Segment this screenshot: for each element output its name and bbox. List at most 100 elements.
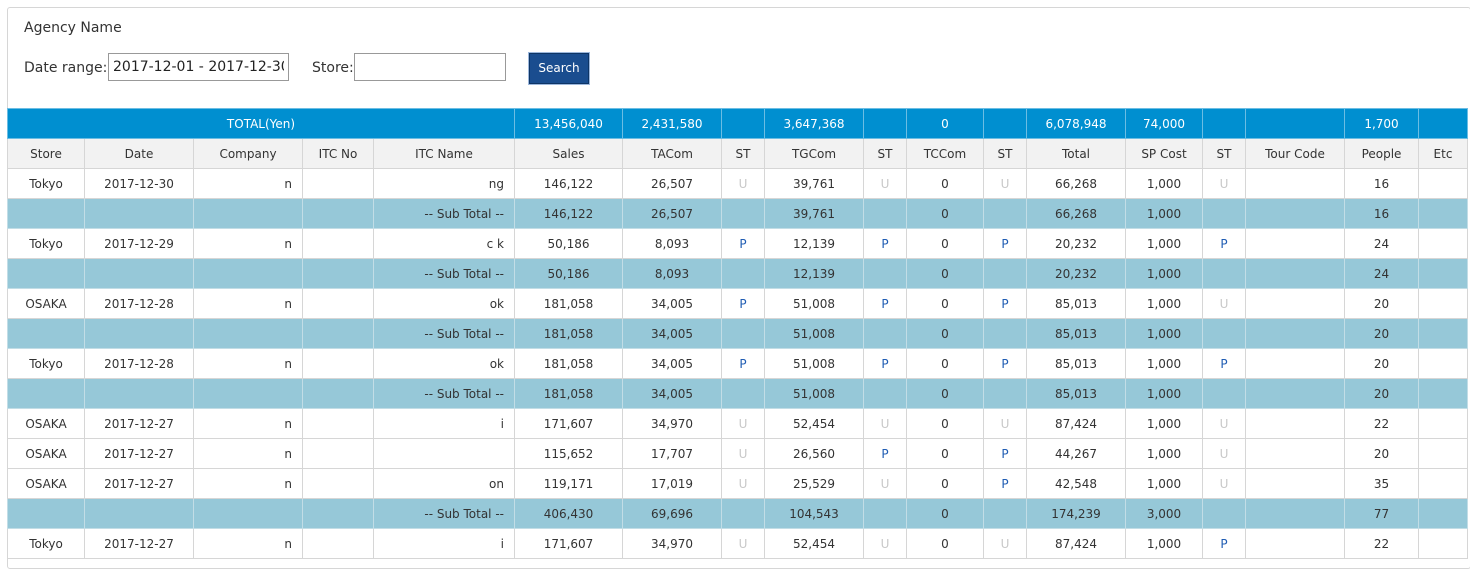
cell-tccom: 0	[906, 498, 984, 529]
cell-tour-code	[1245, 408, 1345, 439]
cell-itc-no	[302, 408, 374, 439]
cell-itc-name: -- Sub Total --	[373, 318, 515, 349]
cell-date: 2017-12-27	[84, 438, 194, 469]
cell-company: n	[193, 468, 303, 499]
cell-st1: U	[721, 168, 765, 199]
total-tour-code-blank	[1245, 108, 1345, 139]
cell-itc-name: -- Sub Total --	[373, 258, 515, 289]
cell-st2	[863, 198, 907, 229]
column-header-st: ST	[1202, 138, 1246, 169]
column-header-date: Date	[84, 138, 194, 169]
cell-tccom: 0	[906, 228, 984, 259]
cell-tacom: 8,093	[622, 258, 722, 289]
cell-sp-cost: 1,000	[1125, 468, 1203, 499]
cell-st2	[863, 258, 907, 289]
table-row: OSAKA 2017-12-27 n on 119,171 17,019 U 25,529 U 0…	[7, 468, 1468, 499]
cell-st1: P	[721, 288, 765, 319]
cell-tacom: 34,970	[622, 408, 722, 439]
cell-itc-name: -- Sub Total --	[373, 498, 515, 529]
cell-company: n	[193, 528, 303, 559]
cell-store: Tokyo	[7, 168, 85, 199]
column-header-people: People	[1344, 138, 1419, 169]
cell-tccom: 0	[906, 468, 984, 499]
search-button[interactable]: Search	[529, 53, 589, 84]
cell-tacom: 17,019	[622, 468, 722, 499]
subtotal-row: -- Sub Total -- 146,122 26,507 39,761 0 66,26…	[7, 198, 1468, 229]
cell-tgcom: 39,761	[764, 168, 864, 199]
cell-tccom: 0	[906, 348, 984, 379]
cell-st3: U	[983, 408, 1027, 439]
cell-tgcom: 52,454	[764, 528, 864, 559]
agency-name-label: Agency Name	[24, 20, 122, 36]
cell-st1: U	[721, 528, 765, 559]
cell-tour-code	[1245, 318, 1345, 349]
column-header-tour-code: Tour Code	[1245, 138, 1345, 169]
cell-tccom: 0	[906, 168, 984, 199]
cell-st3	[983, 378, 1027, 409]
column-header-st: ST	[863, 138, 907, 169]
cell-store: Tokyo	[7, 228, 85, 259]
cell-st3: P	[983, 348, 1027, 379]
cell-itc-no	[302, 168, 374, 199]
cell-company: n	[193, 408, 303, 439]
column-header-itc-name: ITC Name	[373, 138, 515, 169]
cell-st2: P	[863, 228, 907, 259]
cell-date	[84, 258, 194, 289]
total-st-blank	[721, 108, 765, 139]
cell-st4: P	[1202, 348, 1246, 379]
cell-sp-cost: 1,000	[1125, 438, 1203, 469]
cell-date	[84, 378, 194, 409]
cell-st1	[721, 198, 765, 229]
subtotal-row: -- Sub Total -- 50,186 8,093 12,139 0 20,232 1…	[7, 258, 1468, 289]
cell-sales: 406,430	[514, 498, 623, 529]
cell-date: 2017-12-28	[84, 348, 194, 379]
cell-itc-no	[302, 318, 374, 349]
cell-st1: U	[721, 408, 765, 439]
cell-etc	[1418, 528, 1468, 559]
cell-st3	[983, 198, 1027, 229]
cell-st4	[1202, 498, 1246, 529]
cell-st3: P	[983, 468, 1027, 499]
cell-st3	[983, 498, 1027, 529]
cell-st3: P	[983, 228, 1027, 259]
table-row: Tokyo 2017-12-30 n ng 146,122 26,507 U 39,761 U 0…	[7, 168, 1468, 199]
cell-st4	[1202, 318, 1246, 349]
cell-tacom: 26,507	[622, 198, 722, 229]
cell-st1: U	[721, 468, 765, 499]
cell-st4	[1202, 258, 1246, 289]
cell-etc	[1418, 198, 1468, 229]
cell-tacom: 69,696	[622, 498, 722, 529]
cell-tccom: 0	[906, 438, 984, 469]
cell-tccom: 0	[906, 288, 984, 319]
cell-sales: 115,652	[514, 438, 623, 469]
cell-tgcom: 39,761	[764, 198, 864, 229]
cell-itc-no	[302, 258, 374, 289]
cell-total: 87,424	[1026, 528, 1126, 559]
cell-etc	[1418, 318, 1468, 349]
cell-company: n	[193, 348, 303, 379]
cell-itc-no	[302, 438, 374, 469]
cell-date: 2017-12-27	[84, 408, 194, 439]
cell-sp-cost: 3,000	[1125, 498, 1203, 529]
cell-store	[7, 318, 85, 349]
cell-people: 77	[1344, 498, 1419, 529]
cell-st2: U	[863, 168, 907, 199]
cell-sales: 181,058	[514, 288, 623, 319]
cell-itc-name: c k	[373, 228, 515, 259]
date-range-input[interactable]	[108, 53, 289, 81]
cell-store	[7, 378, 85, 409]
cell-tccom: 0	[906, 258, 984, 289]
cell-total: 20,232	[1026, 228, 1126, 259]
cell-store	[7, 258, 85, 289]
total-st-blank	[863, 108, 907, 139]
cell-st1: P	[721, 348, 765, 379]
cell-tgcom: 51,008	[764, 288, 864, 319]
column-header-sales: Sales	[514, 138, 623, 169]
cell-tacom: 34,970	[622, 528, 722, 559]
cell-sp-cost: 1,000	[1125, 288, 1203, 319]
store-input[interactable]	[354, 53, 506, 81]
cell-tour-code	[1245, 378, 1345, 409]
cell-st3	[983, 318, 1027, 349]
cell-st4	[1202, 198, 1246, 229]
cell-tacom: 34,005	[622, 348, 722, 379]
